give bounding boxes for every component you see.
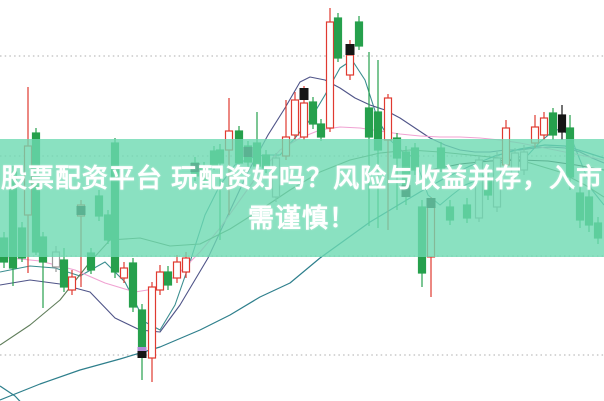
candle-body-up [299,102,309,138]
banner-text-line1: 股票配资平台 玩配资好吗？风险与收益并存，入市 [0,163,604,193]
candle-body-down [364,107,374,138]
candle-marker-black [137,351,147,358]
candle-body-black [557,114,567,133]
candle-body-up [345,54,355,76]
candle-body-up [119,267,129,279]
candle-body-up [539,117,549,136]
candle-body-down [354,21,364,47]
candle-body-up [181,257,191,273]
promo-banner: 股票配资平台 玩配资好吗？风险与收益并存，入市 需谨慎！ [0,139,604,257]
candle-body-down [163,271,173,286]
ma-long2-teal-line [0,385,21,401]
candle-body-up [383,97,393,141]
candle-marker-black [299,88,309,100]
candle-body-up [155,271,165,291]
candle-body-down [316,123,326,138]
candle-body-down [308,101,318,125]
candle-marker-black [345,44,355,55]
candle-body-up [325,21,335,129]
candle-body-down [548,112,558,136]
candle-body-up [290,99,300,136]
candle-body-up [67,276,77,291]
banner-text-line2: 需谨慎！ [247,203,356,233]
candle-body-up [147,286,157,359]
candle-body-down [128,262,138,308]
candle-body-down [333,17,343,59]
candle-body-up [172,261,182,279]
candle-body-down [59,259,69,288]
